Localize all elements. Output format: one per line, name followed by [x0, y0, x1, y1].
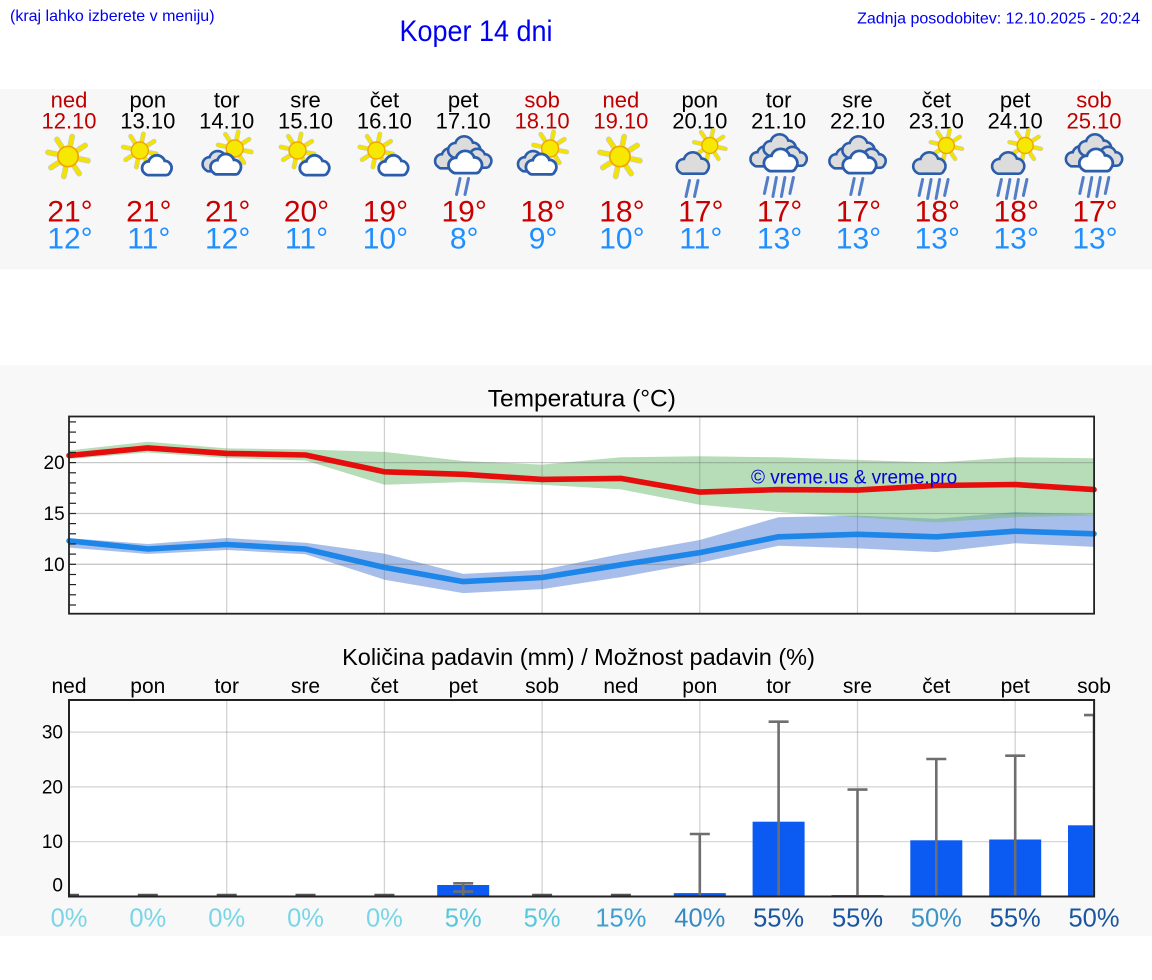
- svg-text:15: 15: [44, 504, 65, 525]
- svg-text:12.10: 12.10: [41, 109, 96, 134]
- svg-text:tor: tor: [766, 88, 792, 113]
- svg-text:5%: 5%: [445, 905, 482, 933]
- svg-text:13.10: 13.10: [120, 109, 175, 134]
- svg-text:sre: sre: [290, 88, 321, 113]
- svg-text:13°: 13°: [836, 223, 881, 256]
- svg-text:55%: 55%: [832, 905, 883, 933]
- svg-text:pon: pon: [129, 88, 166, 113]
- svg-text:11°: 11°: [285, 223, 328, 256]
- svg-text:13°: 13°: [757, 223, 802, 256]
- svg-text:19.10: 19.10: [593, 109, 648, 134]
- svg-text:pet: pet: [1001, 675, 1030, 698]
- svg-text:9°: 9°: [529, 223, 558, 256]
- svg-text:pon: pon: [682, 675, 717, 698]
- svg-text:0: 0: [52, 876, 63, 897]
- svg-text:13°: 13°: [994, 223, 1039, 256]
- svg-text:21.10: 21.10: [751, 109, 806, 134]
- svg-text:17°: 17°: [836, 196, 881, 229]
- svg-text:sob: sob: [1076, 88, 1111, 113]
- svg-text:0%: 0%: [208, 905, 245, 933]
- svg-text:12°: 12°: [205, 223, 250, 256]
- svg-text:18°: 18°: [520, 196, 565, 229]
- svg-text:18.10: 18.10: [515, 109, 570, 134]
- svg-text:55%: 55%: [990, 905, 1041, 933]
- svg-text:tor: tor: [214, 88, 240, 113]
- svg-text:17°: 17°: [1072, 196, 1117, 229]
- svg-text:15.10: 15.10: [278, 109, 333, 134]
- svg-text:Koper 14 dni: Koper 14 dni: [400, 15, 553, 48]
- svg-text:pon: pon: [130, 675, 165, 698]
- svg-text:Temperatura (°C): Temperatura (°C): [488, 386, 676, 413]
- svg-text:sob: sob: [1077, 675, 1111, 698]
- svg-text:20: 20: [44, 453, 65, 474]
- svg-text:50%: 50%: [1068, 905, 1119, 933]
- svg-text:ned: ned: [51, 675, 86, 698]
- svg-text:8°: 8°: [450, 223, 479, 256]
- svg-text:21°: 21°: [205, 196, 250, 229]
- svg-text:40%: 40%: [674, 905, 725, 933]
- svg-text:0%: 0%: [129, 905, 166, 933]
- svg-text:čet: čet: [370, 675, 398, 698]
- svg-text:© vreme.us & vreme.pro: © vreme.us & vreme.pro: [751, 468, 957, 489]
- svg-text:25.10: 25.10: [1066, 109, 1121, 134]
- svg-text:sre: sre: [843, 675, 872, 698]
- svg-text:16.10: 16.10: [357, 109, 412, 134]
- svg-text:30: 30: [42, 723, 63, 744]
- svg-text:20°: 20°: [284, 196, 329, 229]
- svg-text:čet: čet: [922, 88, 951, 113]
- svg-text:11°: 11°: [127, 223, 170, 256]
- svg-text:12°: 12°: [47, 223, 92, 256]
- svg-text:20: 20: [42, 777, 63, 798]
- svg-text:17.10: 17.10: [436, 109, 491, 134]
- svg-text:20.10: 20.10: [672, 109, 727, 134]
- svg-text:sob: sob: [525, 675, 559, 698]
- svg-text:23.10: 23.10: [909, 109, 964, 134]
- svg-text:17°: 17°: [757, 196, 802, 229]
- svg-text:0%: 0%: [51, 905, 88, 933]
- svg-text:5%: 5%: [524, 905, 561, 933]
- svg-text:tor: tor: [214, 675, 239, 698]
- svg-text:pon: pon: [681, 88, 718, 113]
- svg-text:ned: ned: [603, 88, 640, 113]
- svg-text:10: 10: [42, 832, 63, 853]
- svg-text:18°: 18°: [915, 196, 960, 229]
- svg-text:10°: 10°: [599, 223, 644, 256]
- svg-text:Količina padavin (mm) / Možnos: Količina padavin (mm) / Možnost padavin …: [342, 644, 815, 670]
- svg-text:21°: 21°: [47, 196, 92, 229]
- svg-text:ned: ned: [51, 88, 88, 113]
- svg-text:19°: 19°: [442, 196, 487, 229]
- svg-text:11°: 11°: [679, 223, 722, 256]
- svg-text:pet: pet: [449, 675, 478, 698]
- svg-text:ned: ned: [603, 675, 638, 698]
- svg-text:čet: čet: [922, 675, 950, 698]
- svg-text:17°: 17°: [678, 196, 723, 229]
- svg-text:Zadnja posodobitev: 12.10.2025: Zadnja posodobitev: 12.10.2025 - 20:24: [857, 11, 1140, 28]
- svg-text:21°: 21°: [126, 196, 171, 229]
- svg-text:24.10: 24.10: [988, 109, 1043, 134]
- svg-text:22.10: 22.10: [830, 109, 885, 134]
- svg-text:19°: 19°: [363, 196, 408, 229]
- svg-text:13°: 13°: [915, 223, 960, 256]
- svg-text:tor: tor: [766, 675, 791, 698]
- svg-text:sre: sre: [842, 88, 873, 113]
- svg-text:15%: 15%: [595, 905, 646, 933]
- svg-text:13°: 13°: [1072, 223, 1117, 256]
- svg-text:0%: 0%: [287, 905, 324, 933]
- svg-text:14.10: 14.10: [199, 109, 254, 134]
- svg-text:pet: pet: [1000, 88, 1031, 113]
- svg-text:18°: 18°: [599, 196, 644, 229]
- svg-text:10: 10: [44, 555, 65, 576]
- svg-text:10°: 10°: [363, 223, 408, 256]
- svg-text:50%: 50%: [911, 905, 962, 933]
- svg-text:sob: sob: [524, 88, 559, 113]
- svg-text:(kraj lahko izberete v meniju): (kraj lahko izberete v meniju): [10, 8, 215, 25]
- svg-text:čet: čet: [370, 88, 399, 113]
- svg-text:pet: pet: [448, 88, 479, 113]
- svg-text:55%: 55%: [753, 905, 804, 933]
- svg-text:18°: 18°: [994, 196, 1039, 229]
- svg-text:0%: 0%: [366, 905, 403, 933]
- svg-text:sre: sre: [291, 675, 320, 698]
